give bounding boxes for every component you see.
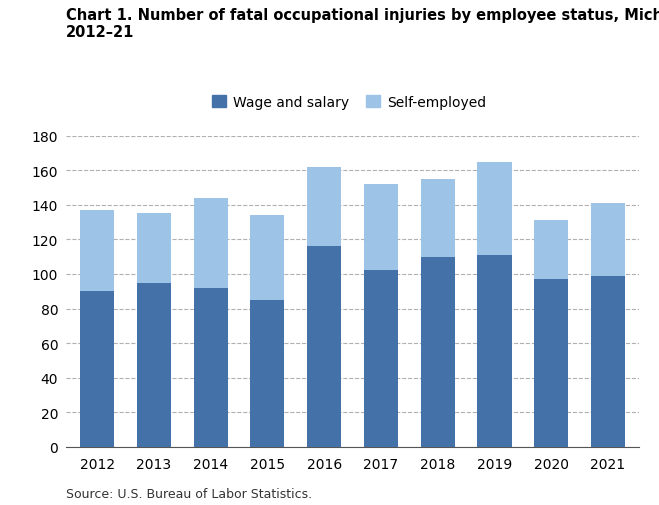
Bar bbox=[478, 256, 511, 447]
Bar bbox=[250, 216, 285, 300]
Bar bbox=[591, 276, 625, 447]
Text: Chart 1. Number of fatal occupational injuries by employee status, Michigan,
201: Chart 1. Number of fatal occupational in… bbox=[66, 8, 659, 40]
Bar bbox=[420, 257, 455, 447]
Bar bbox=[80, 211, 114, 292]
Bar bbox=[137, 214, 171, 283]
Bar bbox=[194, 288, 227, 447]
Bar bbox=[250, 300, 285, 447]
Bar bbox=[534, 280, 568, 447]
Bar bbox=[478, 162, 511, 256]
Bar bbox=[420, 179, 455, 257]
Bar bbox=[307, 168, 341, 247]
Legend: Wage and salary, Self-employed: Wage and salary, Self-employed bbox=[207, 90, 492, 115]
Bar bbox=[80, 292, 114, 447]
Bar bbox=[307, 247, 341, 447]
Bar bbox=[194, 198, 227, 288]
Text: Source: U.S. Bureau of Labor Statistics.: Source: U.S. Bureau of Labor Statistics. bbox=[66, 487, 312, 500]
Bar bbox=[137, 283, 171, 447]
Bar bbox=[364, 271, 398, 447]
Bar bbox=[591, 204, 625, 276]
Bar bbox=[364, 185, 398, 271]
Bar bbox=[534, 221, 568, 280]
